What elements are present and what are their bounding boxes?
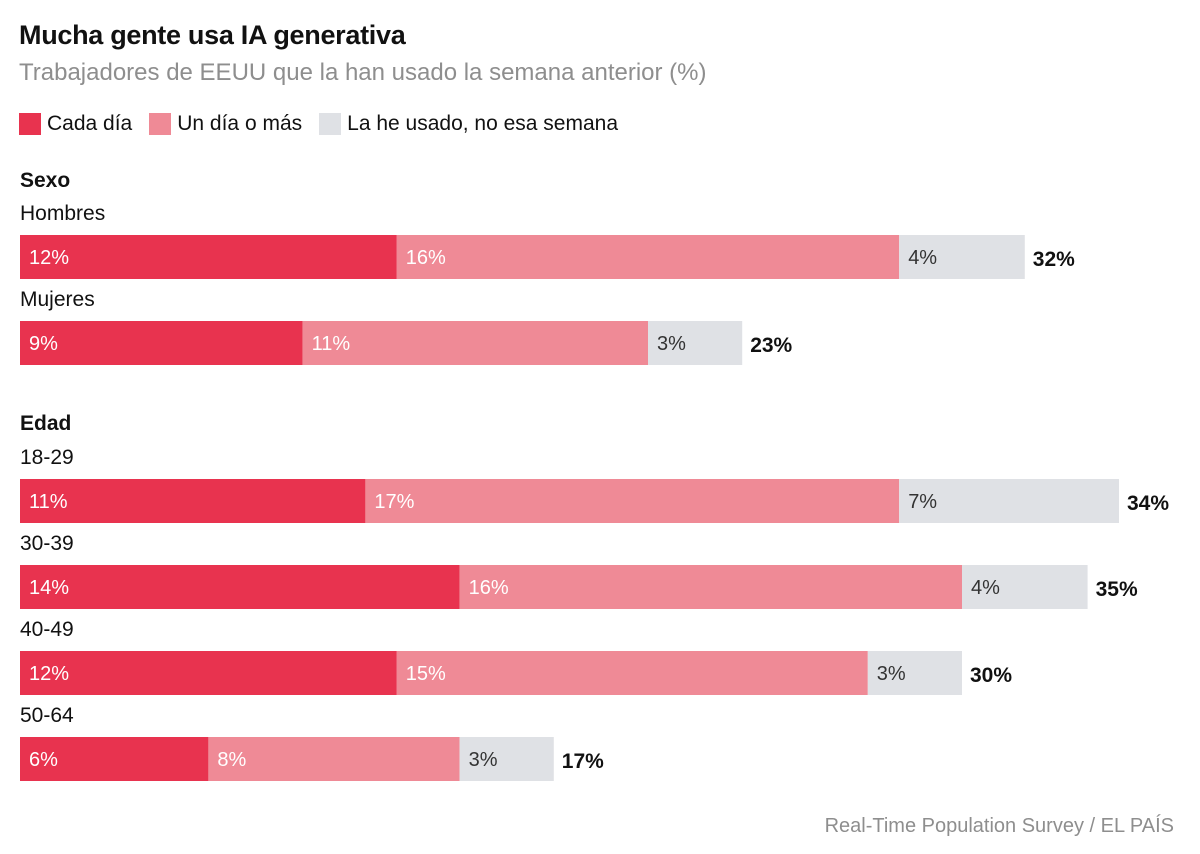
segment-label-40-49-2: 3% — [877, 663, 906, 685]
bar-segment-hombres-0 — [20, 235, 397, 279]
segment-label-18-29-0: 11% — [29, 491, 68, 513]
row-label-mujeres: Mujeres — [20, 288, 95, 311]
bar-segment-40-49-0 — [20, 651, 397, 695]
bar-segment-30-39-0 — [20, 565, 460, 609]
row-total-18-29: 34% — [1127, 492, 1169, 515]
row-total-hombres: 32% — [1033, 248, 1075, 271]
segment-label-50-64-1: 8% — [217, 749, 246, 771]
source-note: Real-Time Population Survey / EL PAÍS — [824, 815, 1174, 837]
row-total-40-49: 30% — [970, 664, 1012, 687]
row-label-50-64: 50-64 — [20, 704, 74, 727]
segment-label-hombres-1: 16% — [406, 247, 446, 269]
legend-swatch-cada-dia — [19, 113, 41, 135]
legend: Cada día Un día o más La he usado, no es… — [19, 112, 635, 136]
bar-segment-mujeres-2 — [648, 321, 743, 365]
bar-segment-50-64-2 — [459, 737, 554, 781]
bar-segment-30-39-2 — [962, 565, 1088, 609]
bar-segment-50-64-0 — [20, 737, 209, 781]
bar-segment-18-29-2 — [899, 479, 1119, 523]
bar-segment-18-29-0 — [20, 479, 366, 523]
group-label-sexo: Sexo — [20, 169, 70, 192]
chart-subtitle: Trabajadores de EEUU que la han usado la… — [19, 59, 707, 86]
segment-label-40-49-1: 15% — [406, 663, 446, 685]
segment-label-18-29-1: 17% — [374, 491, 414, 513]
segment-label-mujeres-2: 3% — [657, 333, 686, 355]
segment-label-30-39-2: 4% — [971, 577, 1000, 599]
segment-label-50-64-0: 6% — [29, 749, 58, 771]
bar-segment-hombres-1 — [396, 235, 900, 279]
legend-swatch-no-esa-semana — [319, 113, 342, 135]
bar-segment-30-39-1 — [459, 565, 962, 609]
segment-label-mujeres-0: 9% — [29, 333, 58, 355]
group-label-edad: Edad — [20, 412, 71, 435]
bar-segment-mujeres-0 — [20, 321, 303, 365]
segment-label-40-49-0: 12% — [29, 663, 69, 685]
row-label-30-39: 30-39 — [20, 532, 74, 555]
legend-item-un-dia-o-mas: Un día o más — [149, 112, 302, 136]
bar-segment-50-64-1 — [208, 737, 460, 781]
legend-label: Un día o más — [177, 112, 303, 135]
row-label-40-49: 40-49 — [20, 618, 74, 641]
row-total-mujeres: 23% — [750, 334, 792, 357]
segment-label-30-39-0: 14% — [29, 577, 69, 599]
bar-segment-40-49-1 — [396, 651, 868, 695]
row-total-50-64: 17% — [562, 750, 604, 773]
segment-label-hombres-2: 4% — [908, 247, 937, 269]
bar-segment-18-29-1 — [365, 479, 900, 523]
legend-label: Cada día — [47, 112, 133, 135]
chart-title: Mucha gente usa IA generativa — [19, 20, 406, 50]
segment-label-mujeres-1: 11% — [312, 333, 351, 355]
bar-segment-mujeres-1 — [302, 321, 648, 365]
bar-segment-hombres-2 — [899, 235, 1025, 279]
row-label-hombres: Hombres — [20, 202, 105, 225]
bar-segment-40-49-2 — [867, 651, 962, 695]
segment-label-50-64-2: 3% — [469, 749, 498, 771]
row-label-18-29: 18-29 — [20, 446, 74, 469]
legend-swatch-un-dia-o-mas — [149, 113, 172, 135]
legend-item-cada-dia: Cada día — [19, 112, 132, 136]
segment-label-hombres-0: 12% — [29, 247, 69, 269]
row-total-30-39: 35% — [1096, 578, 1138, 601]
legend-item-no-esa-semana: La he usado, no esa semana — [319, 112, 618, 136]
segment-label-18-29-2: 7% — [908, 491, 937, 513]
legend-label: La he usado, no esa semana — [347, 112, 619, 135]
segment-label-30-39-1: 16% — [469, 577, 509, 599]
